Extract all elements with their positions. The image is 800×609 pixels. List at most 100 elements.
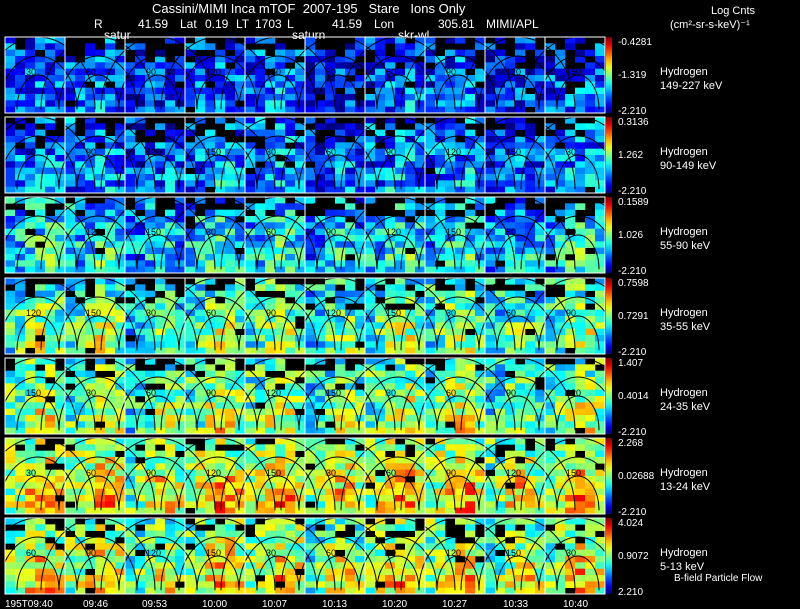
heatmap-cell — [295, 562, 306, 569]
heatmap-cell — [365, 421, 376, 428]
heatmap-cell — [5, 222, 16, 229]
heatmap-cell — [345, 148, 356, 156]
heatmap-cell — [95, 476, 106, 483]
heatmap-cell — [215, 106, 226, 114]
heatmap-cell — [435, 537, 446, 544]
heatmap-cell — [195, 75, 206, 82]
heatmap-cell — [35, 75, 46, 82]
heatmap-cell — [275, 476, 286, 483]
heatmap-cell — [195, 402, 206, 409]
heatmap-cell — [335, 94, 346, 101]
heatmap-cell — [165, 235, 176, 242]
heatmap-cell — [305, 377, 316, 384]
heatmap-cell — [185, 463, 196, 470]
heatmap-cell — [345, 469, 356, 477]
heatmap-cell — [555, 364, 566, 371]
heatmap-cell — [515, 142, 526, 149]
heatmap-cell — [335, 408, 346, 416]
heatmap-cell — [185, 100, 196, 107]
heatmap-cell — [105, 37, 116, 44]
heatmap-cell — [145, 68, 156, 76]
heatmap-cell — [35, 174, 46, 181]
heatmap-cell — [25, 81, 36, 88]
heatmap-cell — [275, 530, 286, 538]
heatmap-cell — [485, 303, 496, 310]
heatmap-cell — [245, 402, 256, 409]
heatmap-cell — [515, 438, 526, 445]
heatmap-cell — [95, 482, 106, 489]
heatmap-cell — [305, 247, 316, 255]
heatmap-cell — [515, 37, 526, 44]
heatmap-cell — [145, 241, 156, 248]
heatmap-cell — [115, 549, 126, 557]
heatmap-cell — [525, 260, 536, 267]
heatmap-cell — [485, 562, 496, 569]
heatmap-cell — [215, 328, 226, 336]
heatmap-cell — [555, 136, 566, 143]
heatmap-cell — [145, 106, 156, 114]
heatmap-cell — [65, 167, 76, 175]
heatmap-cell — [35, 377, 46, 384]
heatmap-cell — [15, 228, 26, 236]
heatmap-cell — [315, 469, 326, 477]
heatmap-cell — [195, 482, 206, 489]
heatmap-cell — [245, 444, 256, 451]
heatmap-cell — [175, 587, 186, 595]
heatmap-cell — [135, 81, 146, 88]
contour-line — [118, 376, 198, 431]
heatmap-cell — [325, 142, 336, 149]
heatmap-cell — [325, 457, 336, 464]
heatmap-cell — [395, 309, 406, 317]
heatmap-cell — [485, 260, 496, 267]
heatmap-cell — [265, 450, 276, 458]
heatmap-cell — [465, 290, 476, 298]
heatmap-cell — [355, 216, 366, 223]
heatmap-cell — [295, 81, 306, 88]
heatmap-cell — [275, 123, 286, 130]
heatmap-cell — [105, 328, 116, 336]
heatmap-cell — [395, 266, 406, 274]
heatmap-cell — [35, 341, 46, 348]
heatmap-cell — [235, 530, 246, 538]
heatmap-cell — [465, 228, 476, 236]
heatmap-cell — [145, 142, 156, 149]
heatmap-cell — [385, 575, 396, 582]
heatmap-cell — [25, 94, 36, 101]
contour-line — [478, 296, 558, 351]
contour-line — [478, 536, 558, 591]
heatmap-cell — [405, 100, 416, 107]
heatmap-cell — [535, 136, 546, 143]
heatmap-cell — [475, 562, 486, 569]
heatmap-cell — [415, 402, 426, 409]
heatmap-cell — [105, 389, 116, 397]
heatmap-cell — [305, 341, 316, 348]
heatmap-cell — [385, 174, 396, 181]
contour-line — [16, 555, 60, 591]
heatmap-cell — [395, 488, 406, 496]
heatmap-cell — [65, 284, 76, 291]
heatmap-cell — [45, 284, 56, 291]
units-label: Log Cnts — [711, 5, 756, 17]
heatmap-cell — [575, 100, 586, 107]
heatmap-cell — [585, 123, 596, 130]
heatmap-cell — [565, 284, 576, 291]
heatmap-cell — [495, 537, 506, 544]
heatmap-cell — [365, 568, 376, 576]
heatmap-cell — [195, 581, 206, 588]
heatmap-cell — [495, 266, 506, 274]
heatmap-cell — [345, 222, 356, 229]
heatmap-cell — [515, 136, 526, 143]
heatmap-cell — [565, 581, 576, 588]
heatmap-cell — [525, 575, 536, 582]
heatmap-cell — [155, 216, 166, 223]
heatmap-cell — [315, 322, 326, 329]
heatmap-cell — [135, 161, 146, 168]
heatmap-cell — [375, 444, 386, 451]
heatmap-cell — [215, 543, 226, 550]
heatmap-cell — [125, 488, 136, 496]
heatmap-cell — [565, 495, 576, 502]
heatmap-cell — [425, 524, 436, 531]
heatmap-cell — [275, 575, 286, 582]
heatmap-cell — [135, 469, 146, 477]
heatmap-cell — [525, 347, 536, 355]
